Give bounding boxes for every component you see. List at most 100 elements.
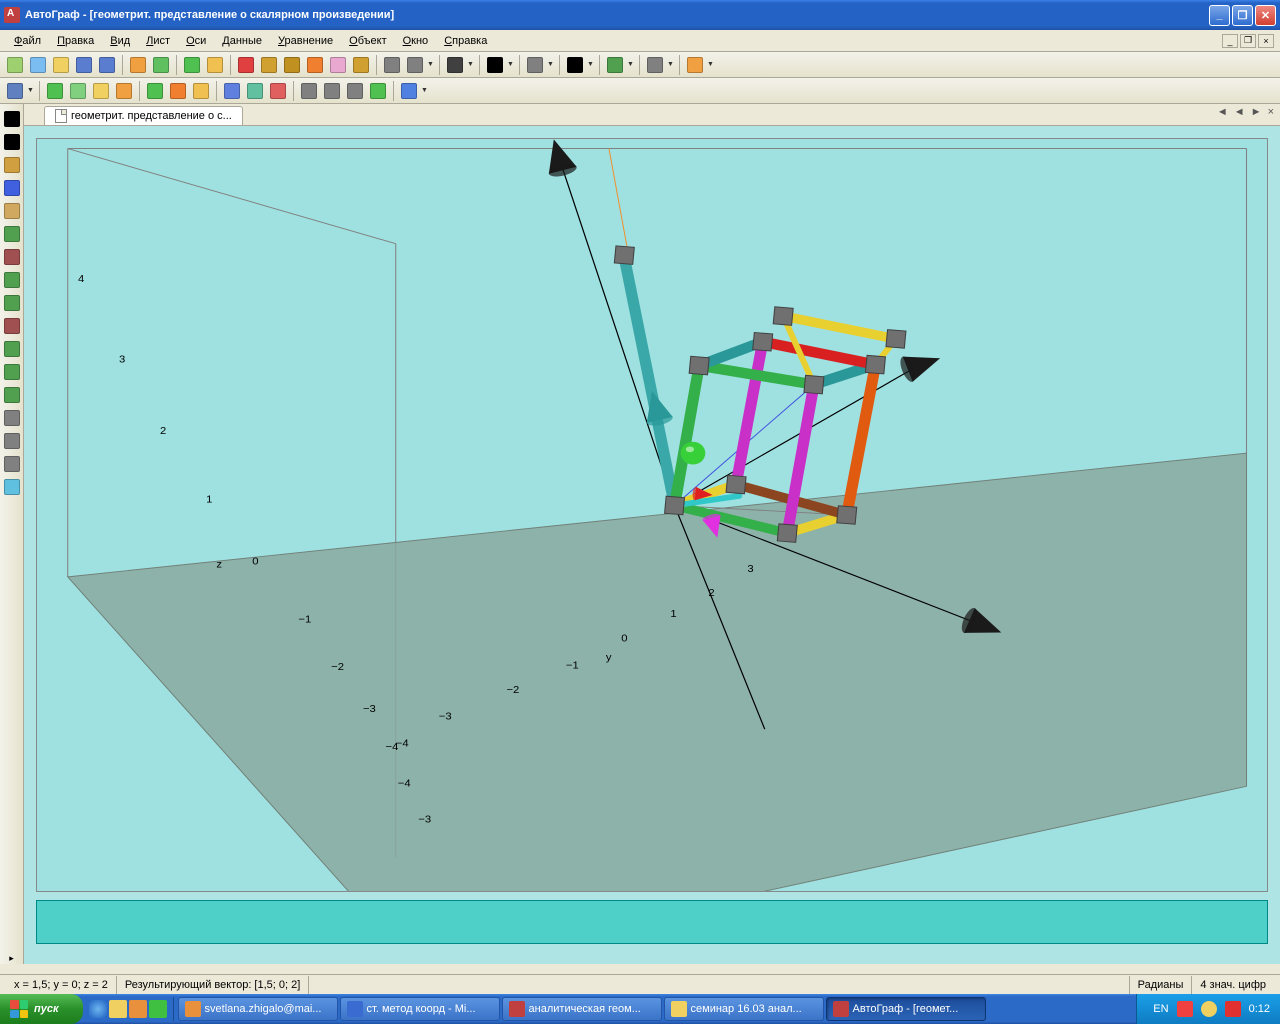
zoom-in-tool[interactable] (1, 223, 23, 245)
weight-icon[interactable] (564, 54, 586, 76)
tab-nav-first[interactable]: ◄ (1215, 106, 1230, 118)
rot-x-icon[interactable] (298, 80, 320, 102)
brush2-icon[interactable] (281, 54, 303, 76)
chart-icon-dropdown[interactable]: ▼ (707, 61, 715, 68)
close-button[interactable]: ✕ (1255, 5, 1276, 26)
pencil-tool[interactable] (1, 154, 23, 176)
tool-e[interactable] (1, 430, 23, 452)
menu-Данные[interactable]: Данные (214, 33, 270, 49)
grid-icon[interactable] (181, 54, 203, 76)
zoom-out-tool[interactable] (1, 246, 23, 268)
redo-icon[interactable] (150, 54, 172, 76)
equation-input-bar[interactable] (36, 900, 1268, 944)
rot-y-icon[interactable] (321, 80, 343, 102)
tab-nav-next[interactable]: ► (1249, 106, 1264, 118)
menu-Файл[interactable]: Файл (6, 33, 49, 49)
xy-icon[interactable] (113, 80, 135, 102)
zoom-fit-tool[interactable] (1, 269, 23, 291)
font-a-icon-dropdown[interactable]: ▼ (507, 61, 515, 68)
zoom-in-icon[interactable] (404, 54, 426, 76)
minimize-button[interactable]: _ (1209, 5, 1230, 26)
taskbar-task[interactable]: ст. метод коорд - Mi... (340, 997, 500, 1021)
play-icon[interactable] (304, 54, 326, 76)
sel-curve-icon[interactable] (267, 80, 289, 102)
new3d-icon[interactable] (27, 54, 49, 76)
ql-desktop-icon[interactable] (129, 1000, 147, 1018)
tool-f[interactable] (1, 453, 23, 475)
weight-icon-dropdown[interactable]: ▼ (587, 61, 595, 68)
axes-icon[interactable] (67, 80, 89, 102)
anim-icon-dropdown[interactable]: ▼ (667, 61, 675, 68)
tool-d[interactable] (1, 407, 23, 429)
anim-icon[interactable] (644, 54, 666, 76)
menu-Правка[interactable]: Правка (49, 33, 102, 49)
menu-Справка[interactable]: Справка (436, 33, 495, 49)
chart-icon[interactable] (684, 54, 706, 76)
ql-media-icon[interactable] (149, 1000, 167, 1018)
mdi-close[interactable]: × (1258, 34, 1274, 48)
brush-icon[interactable] (258, 54, 280, 76)
degree-icon-dropdown[interactable]: ▼ (467, 61, 475, 68)
tab-nav-prev[interactable]: ◄ (1232, 106, 1247, 118)
print-icon-dropdown[interactable]: ▼ (547, 61, 555, 68)
3d-viewport[interactable]: 43210−1−2−3−4z3210−1−2−3−4y−4−3 (36, 138, 1268, 892)
tray-av-icon[interactable] (1225, 1001, 1241, 1017)
rotate-left-tool[interactable] (1, 292, 23, 314)
taskbar-task[interactable]: аналитическая геом... (502, 997, 662, 1021)
rotate-right-tool[interactable] (1, 315, 23, 337)
sel-line-icon[interactable] (244, 80, 266, 102)
new-icon[interactable] (4, 54, 26, 76)
zoom-sel-icon[interactable] (381, 54, 403, 76)
document-tab[interactable]: геометрит. представление о с... (44, 106, 243, 125)
table-icon[interactable] (204, 54, 226, 76)
mdi-restore[interactable]: ❐ (1240, 34, 1256, 48)
hand-tool[interactable] (1, 200, 23, 222)
pen-icon[interactable] (350, 54, 372, 76)
tool-a[interactable] (1, 338, 23, 360)
move-tool[interactable] (1, 131, 23, 153)
sel-point-icon[interactable] (221, 80, 243, 102)
menu-Лист[interactable]: Лист (138, 33, 178, 49)
mdi-minimize[interactable]: _ (1222, 34, 1238, 48)
open-icon[interactable] (50, 54, 72, 76)
menu-Оси[interactable]: Оси (178, 33, 214, 49)
tool-g[interactable] (1, 476, 23, 498)
grid-3d-icon[interactable] (44, 80, 66, 102)
add-point-icon[interactable] (144, 80, 166, 102)
save-as-icon[interactable] (96, 54, 118, 76)
add-eq-icon[interactable] (190, 80, 212, 102)
tray-volume-icon[interactable] (1201, 1001, 1217, 1017)
cursor-3d-icon[interactable] (4, 80, 26, 102)
plane-icon[interactable] (90, 80, 112, 102)
select-tool[interactable] (1, 108, 23, 130)
tray-clock[interactable]: 0:12 (1249, 1003, 1270, 1015)
menu-Окно[interactable]: Окно (395, 33, 437, 49)
rot-z-icon[interactable] (344, 80, 366, 102)
undo-icon[interactable] (127, 54, 149, 76)
tab-nav-close[interactable]: × (1266, 106, 1276, 118)
pen-tool[interactable] (1, 177, 23, 199)
menu-Объект[interactable]: Объект (341, 33, 394, 49)
tool-b[interactable] (1, 361, 23, 383)
help-icon-dropdown[interactable]: ▼ (421, 87, 429, 94)
tray-shield-icon[interactable] (1177, 1001, 1193, 1017)
save-icon[interactable] (73, 54, 95, 76)
ql-ie-icon[interactable] (89, 1000, 107, 1018)
help-icon[interactable] (398, 80, 420, 102)
cursor-3d-icon-dropdown[interactable]: ▼ (27, 87, 35, 94)
add-line-icon[interactable] (167, 80, 189, 102)
menu-Вид[interactable]: Вид (102, 33, 138, 49)
taskbar-task[interactable]: семинар 16.03 анал... (664, 997, 824, 1021)
color-line-icon-dropdown[interactable]: ▼ (627, 61, 635, 68)
degree-icon[interactable] (444, 54, 466, 76)
color-line-icon[interactable] (604, 54, 626, 76)
start-button[interactable]: пуск (0, 994, 83, 1024)
toolbar-expand[interactable]: ▸ (9, 953, 14, 964)
maximize-button[interactable]: ❐ (1232, 5, 1253, 26)
pi-icon[interactable] (235, 54, 257, 76)
ql-mail-icon[interactable] (109, 1000, 127, 1018)
taskbar-task[interactable]: svetlana.zhigalo@mai... (178, 997, 338, 1021)
tray-lang[interactable]: EN (1153, 1003, 1168, 1015)
font-a-icon[interactable] (484, 54, 506, 76)
menu-Уравнение[interactable]: Уравнение (270, 33, 341, 49)
